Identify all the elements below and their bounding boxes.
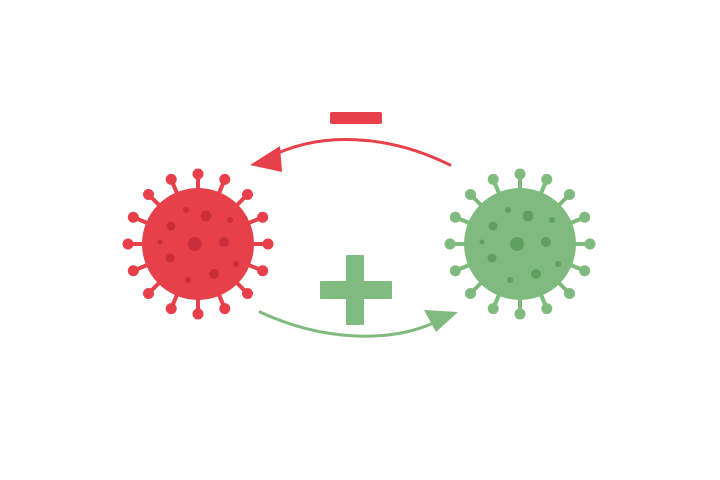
plus-sign-icon: [320, 255, 392, 325]
virus-dot: [183, 207, 189, 213]
virus-dot: [522, 210, 534, 222]
virus-dot: [185, 277, 191, 283]
virus-dot: [165, 253, 175, 263]
virus-dot: [188, 237, 202, 251]
virus-dot: [166, 221, 176, 231]
virus-dot: [505, 207, 511, 213]
virus-dot: [507, 277, 513, 283]
green-virus-icon: [444, 168, 596, 320]
virus-dot: [157, 239, 163, 245]
virus-dot: [510, 237, 524, 251]
virus-dot: [541, 237, 551, 247]
virus-dot: [479, 239, 485, 245]
virus-dot: [488, 221, 498, 231]
virus-dot: [549, 217, 555, 223]
minus-sign-icon: [330, 112, 382, 124]
virus-dot: [555, 261, 561, 267]
virus-dot: [209, 269, 219, 279]
plus-arrow: [258, 310, 458, 338]
virus-dot: [219, 237, 229, 247]
virus-dot: [200, 210, 212, 222]
virus-dot: [233, 261, 239, 267]
virus-dot: [531, 269, 541, 279]
minus-arrow: [250, 138, 452, 172]
red-virus-icon: [122, 168, 274, 320]
virus-dot: [227, 217, 233, 223]
virus-spikes: [444, 168, 596, 320]
virus-dot: [487, 253, 497, 263]
